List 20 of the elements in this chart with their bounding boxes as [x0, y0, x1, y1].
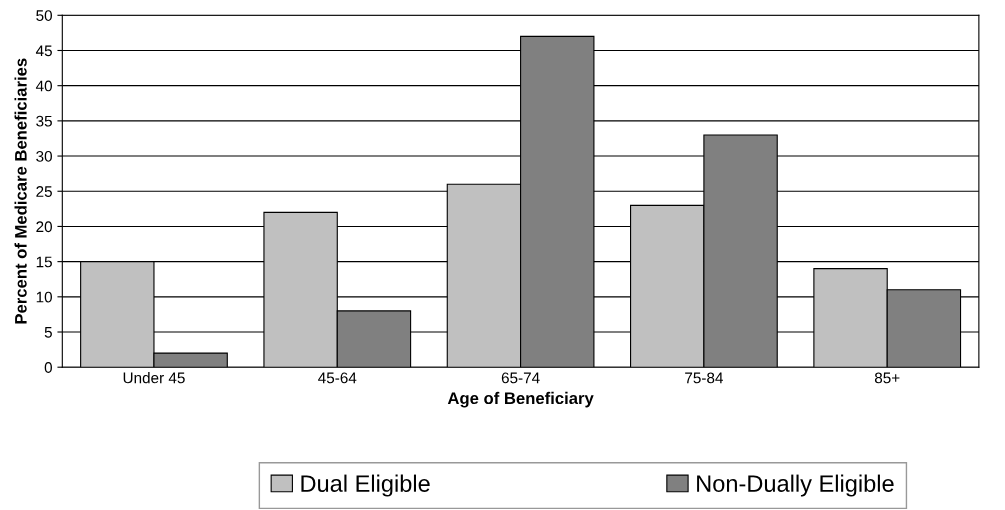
y-tick-label: 30: [36, 150, 52, 162]
x-tick-label: 45-64: [318, 372, 357, 384]
y-axis-title: Percent of Medicare Beneficiaries: [14, 58, 27, 324]
y-tick-label: 0: [44, 362, 52, 373]
y-tick-label: 45: [35, 45, 52, 57]
x-tick-label: 75-84: [685, 372, 723, 384]
y-tick-label: 5: [44, 327, 52, 338]
x-tick-label: 65-74: [501, 372, 540, 384]
x-tick-label: Under 45: [123, 372, 185, 384]
legend-label: Dual Eligible: [301, 474, 430, 497]
y-tick-label: 10: [36, 291, 52, 303]
legend-label: Non-Dually Eligible: [697, 474, 894, 497]
x-tick-label: 85+: [874, 372, 900, 384]
y-tick-label: 40: [35, 80, 52, 92]
y-tick-label: 25: [36, 186, 52, 197]
x-axis-title: Age of Beneficiary: [447, 391, 594, 408]
y-tick-label: 15: [36, 256, 52, 268]
y-tick-label: 50: [36, 10, 52, 21]
y-tick-label: 35: [36, 115, 52, 127]
y-tick-label: 20: [36, 221, 52, 233]
